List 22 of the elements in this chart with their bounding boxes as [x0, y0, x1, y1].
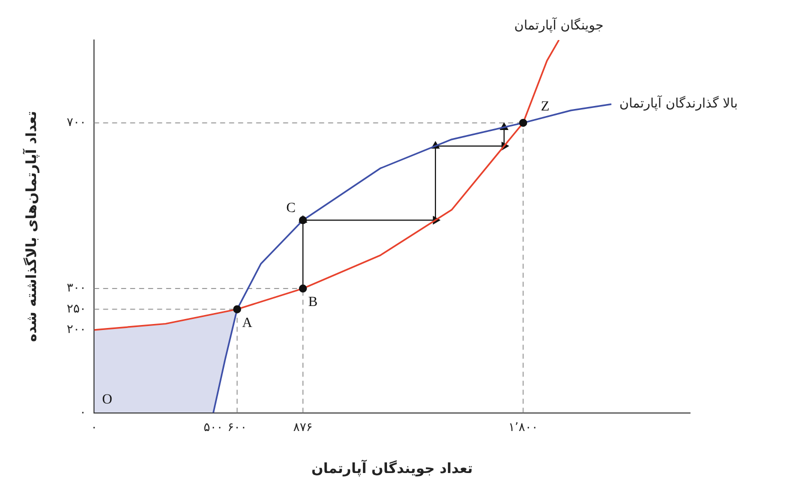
x-tick-label: ۵۰۰ — [204, 420, 223, 434]
y-tick-label: ۳۰۰ — [66, 280, 86, 295]
point — [233, 305, 242, 314]
x-tick-label: ۱٬۸۰۰ — [508, 420, 538, 434]
annotation: O — [102, 392, 112, 408]
annotation: C — [286, 200, 296, 216]
annotation: B — [308, 295, 318, 310]
y-axis-title: تعداد آپارتمان‌های بالاگذاشته شده — [22, 110, 40, 342]
x-tick-label: ۸۷۶ — [293, 420, 313, 434]
x-tick-label: ۶۰۰ — [227, 420, 247, 434]
series-label: بالا گذارندگان آپارتمان — [619, 94, 738, 112]
annotation: Z — [540, 100, 550, 115]
y-tick-label: ۷۰۰ — [66, 114, 86, 129]
annotation: A — [242, 316, 254, 331]
point — [298, 284, 307, 293]
x-axis-title: تعداد جویندگان آپارتمان — [311, 459, 473, 478]
x-tick-label: ۰ — [90, 420, 98, 434]
y-tick-label: ۲۵۰ — [66, 301, 86, 316]
y-tick-label: ۲۰۰ — [66, 322, 86, 336]
y-tick-label: ۰ — [80, 404, 86, 419]
series-label: جوینگان آپارتمان — [514, 16, 604, 34]
point — [519, 118, 528, 127]
